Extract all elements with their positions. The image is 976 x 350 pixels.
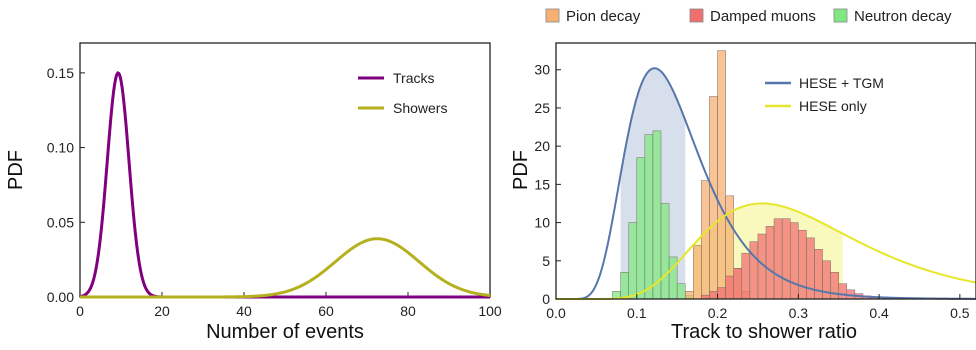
- right-x-tick-label: 0.4: [869, 305, 889, 321]
- right-y-tick-label: 20: [534, 138, 550, 154]
- left-y-tick-label: 0.10: [47, 140, 74, 156]
- legend-pion-swatch: [545, 8, 560, 23]
- bar-damped-muons: [725, 275, 734, 300]
- bar-damped-muons: [741, 252, 751, 300]
- right-x-tick-label: 0.2: [708, 305, 728, 321]
- left-legend: Tracks Showers: [358, 70, 447, 116]
- legend-damped-swatch: [689, 8, 704, 23]
- bar-damped-muons: [717, 287, 726, 300]
- right-y-tick-label: 0: [542, 291, 550, 307]
- right-y-tick-label: 15: [534, 176, 550, 192]
- left-x-tick-label: 80: [400, 303, 416, 319]
- left-x-tick-label: 60: [318, 303, 334, 319]
- bar-pion-decay: [717, 50, 726, 300]
- left-x-tick-label: 40: [236, 303, 252, 319]
- left-x-tick-label: 0: [76, 303, 84, 319]
- bar-damped-muons: [781, 218, 791, 300]
- right-y-tick-label: 5: [542, 253, 550, 269]
- left-y-tick-label: 0.00: [47, 289, 74, 305]
- bar-neutron-decay: [644, 134, 654, 300]
- right-y-tick-label: 30: [534, 62, 550, 78]
- left-y-axis-label: PDF: [5, 150, 27, 190]
- bar-neutron-decay: [628, 222, 638, 300]
- legend-hese-tgm-label: HESE + TGM: [799, 75, 884, 91]
- right-x-axis-label: Track to shower ratio: [671, 321, 857, 343]
- bar-pion-decay: [684, 291, 694, 300]
- bar-damped-muons: [765, 226, 775, 300]
- right-curves: [556, 67, 976, 300]
- bar-damped-muons: [709, 291, 718, 300]
- top-legend: Pion decay Damped muons Neutron decay: [545, 8, 952, 25]
- right-plot-frame: [555, 42, 976, 300]
- bar-damped-muons: [749, 241, 759, 300]
- legend-neutron-swatch: [833, 8, 848, 23]
- left-chart: 0 20 40 60 80 100 0.00 0.05 0.10 0.15 Number of e…: [5, 42, 502, 343]
- bar-neutron-decay: [660, 203, 670, 300]
- left-curves: [79, 70, 491, 299]
- curve-tracks: [79, 70, 490, 299]
- bar-neutron-decay: [620, 272, 629, 300]
- left-x-tick-label: 20: [154, 303, 170, 319]
- legend-neutron-label: Neutron decay: [854, 8, 952, 25]
- bar-neutron-decay: [652, 130, 662, 300]
- bar-pion-decay: [701, 180, 710, 300]
- right-x-tick-label: 0.0: [546, 305, 566, 321]
- right-axis-ticks: 0.0 0.1 0.2 0.3 0.4 0.5 0 5 10 15 20 25 30: [534, 62, 969, 321]
- right-y-tick-label: 10: [534, 215, 550, 231]
- bar-damped-muons: [733, 268, 743, 300]
- left-y-tick-label: 0.15: [47, 65, 74, 81]
- bar-damped-muons: [798, 229, 807, 300]
- bar-neutron-decay: [636, 157, 646, 300]
- left-axis-ticks: 0 20 40 60 80 100 0.00 0.05 0.10 0.15: [47, 65, 502, 319]
- right-x-tick-label: 0.3: [789, 305, 809, 321]
- legend-hese-only-label: HESE only: [799, 98, 867, 114]
- bar-neutron-decay: [676, 283, 686, 300]
- right-chart: Pion decay Damped muons Neutron decay 0.…: [510, 8, 976, 343]
- curve-hese-tgm: [556, 67, 976, 300]
- bar-pion-decay: [693, 245, 702, 300]
- legend-showers-label: Showers: [393, 100, 447, 116]
- left-x-axis-label: Number of events: [206, 321, 364, 343]
- right-x-tick-label: 0.1: [627, 305, 647, 321]
- right-x-tick-label: 0.5: [950, 305, 970, 321]
- left-y-tick-label: 0.05: [47, 214, 74, 230]
- bar-damped-muons: [789, 222, 799, 300]
- right-y-tick-label: 25: [534, 100, 550, 116]
- histogram-bars: [612, 50, 880, 300]
- curve-hese-only: [556, 202, 976, 300]
- bar-damped-muons: [838, 283, 848, 300]
- bar-damped-muons: [773, 218, 783, 300]
- legend-tracks-label: Tracks: [393, 70, 434, 86]
- curve-showers: [80, 237, 491, 299]
- legend-pion-label: Pion decay: [566, 8, 641, 25]
- left-x-tick-label: 100: [478, 303, 502, 319]
- curve-legend: HESE + TGM HESE only: [765, 75, 884, 114]
- legend-damped-label: Damped muons: [710, 8, 816, 25]
- right-y-axis-label: PDF: [510, 150, 532, 190]
- bar-damped-muons: [830, 272, 839, 300]
